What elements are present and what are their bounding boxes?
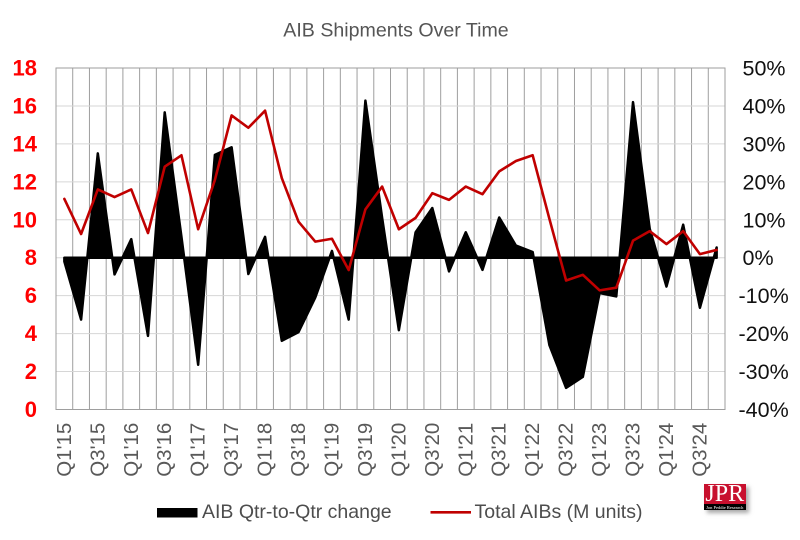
svg-text:Q1'16: Q1'16 (120, 423, 143, 477)
svg-text:50%: 50% (743, 57, 786, 81)
svg-text:Q1'18: Q1'18 (254, 423, 277, 477)
svg-text:Q1'19: Q1'19 (320, 423, 343, 477)
svg-text:16: 16 (13, 93, 37, 118)
svg-text:Q3'24: Q3'24 (688, 423, 711, 477)
svg-text:Q3'20: Q3'20 (421, 423, 444, 477)
svg-text:-30%: -30% (739, 360, 789, 384)
svg-text:0: 0 (25, 397, 37, 422)
svg-text:12: 12 (13, 169, 37, 194)
svg-text:14: 14 (13, 131, 38, 156)
svg-text:Q1'22: Q1'22 (521, 423, 544, 477)
svg-text:Total AIBs (M units): Total AIBs (M units) (475, 501, 643, 523)
svg-text:Q3'18: Q3'18 (287, 423, 310, 477)
svg-text:10%: 10% (743, 208, 786, 232)
svg-text:4: 4 (25, 321, 38, 346)
svg-text:Q1'20: Q1'20 (387, 423, 410, 477)
svg-text:6: 6 (25, 283, 37, 308)
svg-text:AIB Shipments Over Time: AIB Shipments Over Time (283, 20, 509, 42)
svg-text:-40%: -40% (739, 398, 789, 422)
svg-text:Q3'16: Q3'16 (153, 423, 176, 477)
svg-text:2: 2 (25, 359, 37, 384)
svg-text:Q3'17: Q3'17 (220, 423, 243, 477)
svg-text:20%: 20% (743, 170, 786, 194)
svg-text:Q1'24: Q1'24 (655, 423, 678, 477)
svg-text:Q3'15: Q3'15 (86, 423, 109, 477)
svg-text:10: 10 (13, 207, 37, 232)
svg-text:18: 18 (13, 56, 37, 81)
svg-text:-20%: -20% (739, 322, 789, 346)
svg-text:8: 8 (25, 245, 37, 270)
svg-text:Q1'15: Q1'15 (53, 423, 76, 477)
svg-text:Q3'19: Q3'19 (354, 423, 377, 477)
svg-text:30%: 30% (743, 132, 786, 156)
svg-text:Q1'23: Q1'23 (588, 423, 611, 477)
svg-text:-10%: -10% (739, 284, 789, 308)
svg-text:Q1'21: Q1'21 (454, 423, 477, 477)
svg-text:Q3'23: Q3'23 (622, 423, 645, 477)
svg-text:Q3'22: Q3'22 (555, 423, 578, 477)
svg-text:0%: 0% (743, 246, 774, 270)
svg-text:AIB Qtr-to-Qtr change: AIB Qtr-to-Qtr change (202, 501, 392, 523)
svg-text:Q1'17: Q1'17 (187, 423, 210, 477)
svg-text:Q3'21: Q3'21 (488, 423, 511, 477)
svg-text:40%: 40% (743, 94, 786, 118)
